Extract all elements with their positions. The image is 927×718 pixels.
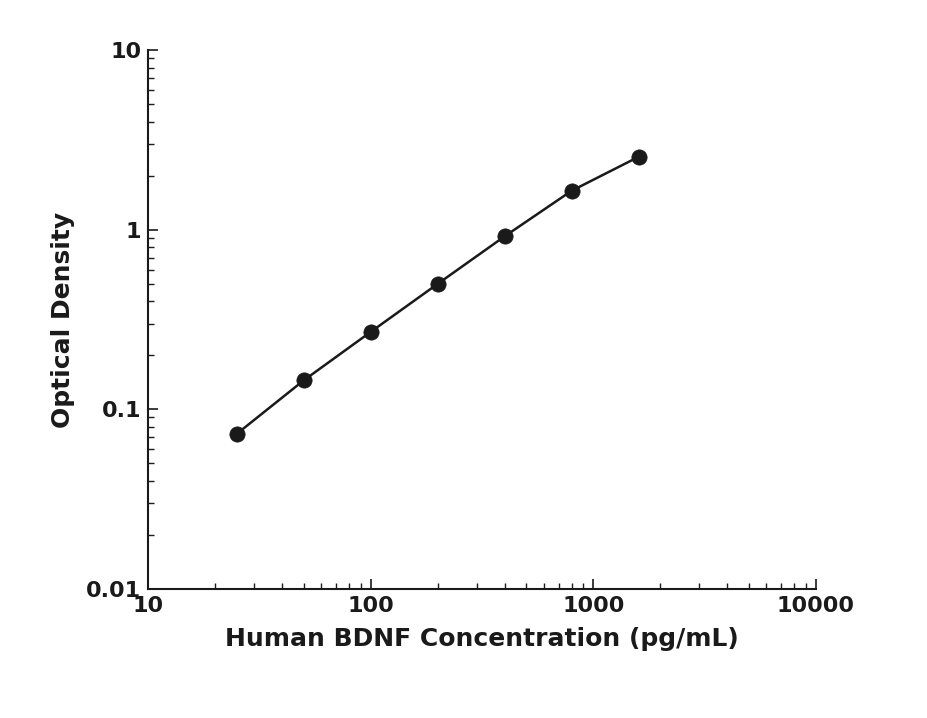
X-axis label: Human BDNF Concentration (pg/mL): Human BDNF Concentration (pg/mL) [225, 627, 739, 651]
Y-axis label: Optical Density: Optical Density [51, 211, 75, 428]
